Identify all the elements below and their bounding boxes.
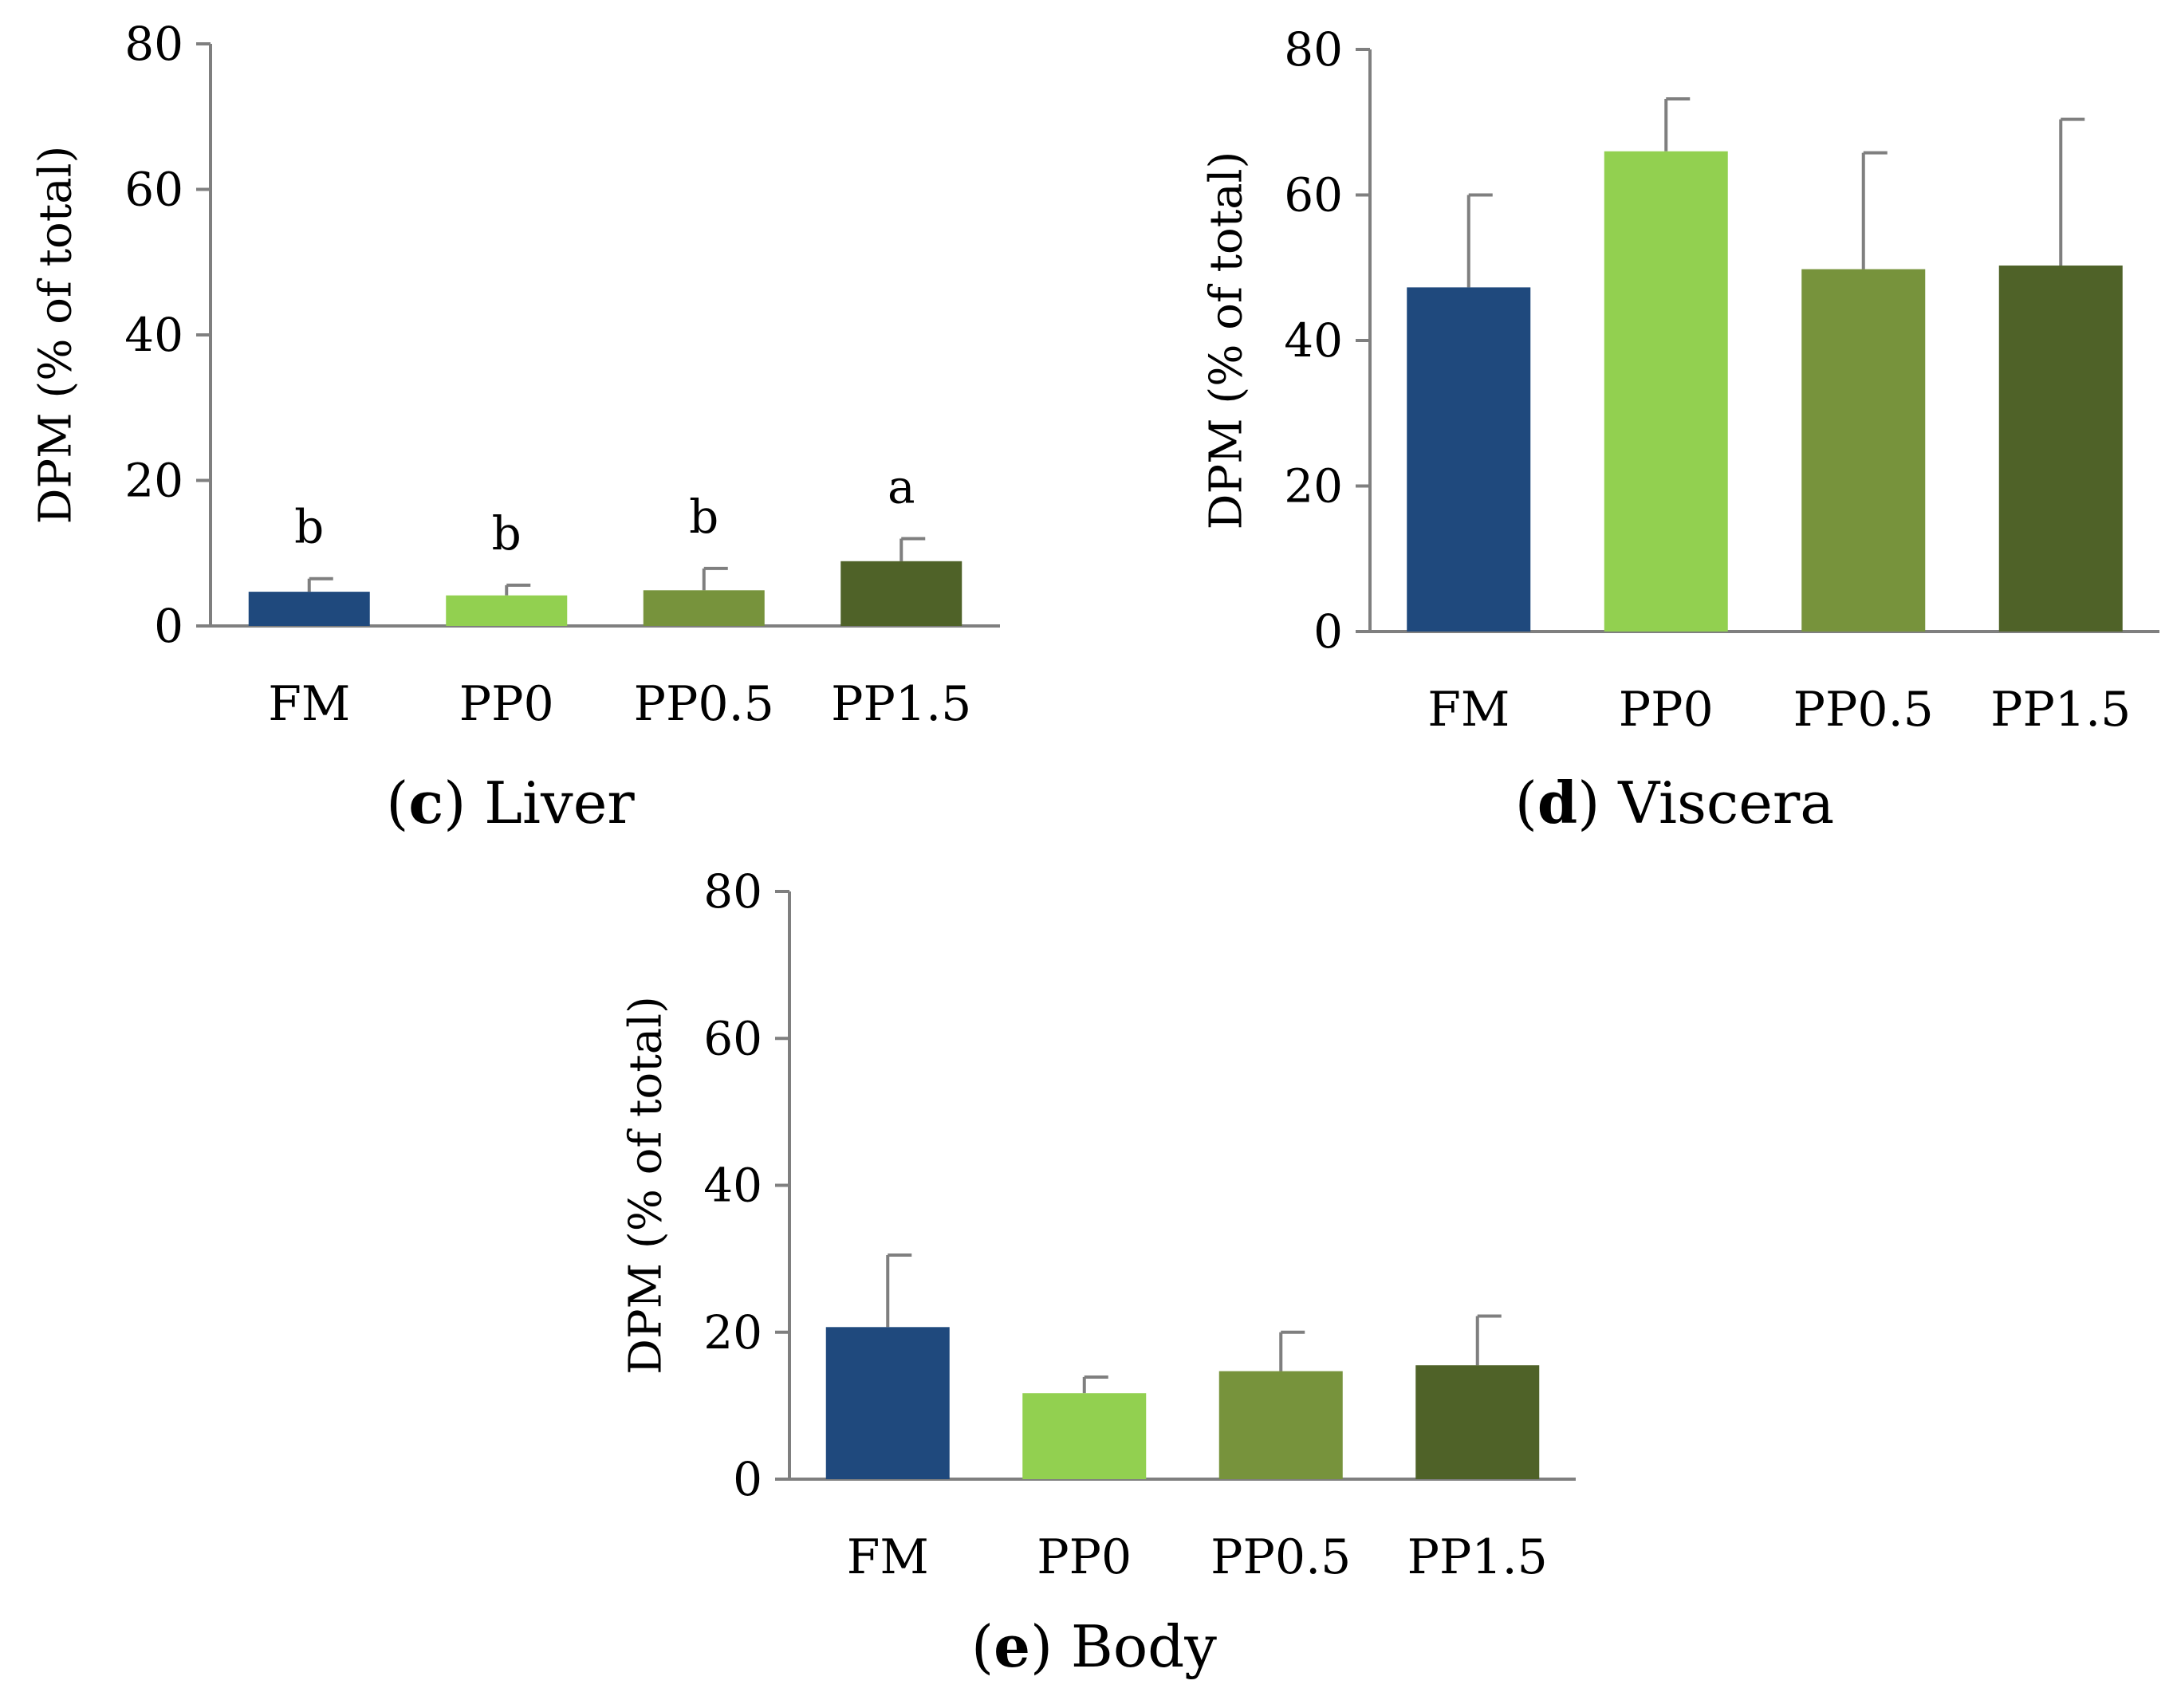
caption-open-paren: ( xyxy=(1515,769,1537,836)
y-tick-label: 0 xyxy=(1313,604,1343,659)
y-tick-label: 40 xyxy=(124,308,183,362)
bar-FM xyxy=(248,592,370,626)
category-label: PP0 xyxy=(459,676,554,732)
category-label: PP0 xyxy=(1037,1529,1132,1585)
bar-PP1.5 xyxy=(1998,266,2123,632)
bar-PP0.5 xyxy=(1218,1371,1343,1479)
panel-caption: (e) Body xyxy=(971,1612,1217,1680)
bar-PP0.5 xyxy=(1801,269,1926,632)
caption-open-paren: ( xyxy=(971,1613,994,1680)
y-tick-label: 40 xyxy=(703,1159,762,1213)
significance-letter: a xyxy=(888,460,915,514)
y-tick-label: 60 xyxy=(124,163,183,217)
bar-FM xyxy=(1407,287,1531,632)
y-tick-label: 20 xyxy=(124,454,183,508)
category-label: PP0.5 xyxy=(1793,682,1934,738)
caption-close-paren: ) xyxy=(1577,769,1600,836)
caption-letter: e xyxy=(994,1612,1030,1680)
bar-PP0.5 xyxy=(643,590,765,626)
y-tick-label: 80 xyxy=(1284,22,1343,77)
category-label: PP0.5 xyxy=(1211,1529,1351,1585)
significance-letter: b xyxy=(294,500,324,554)
caption-close-paren: ) xyxy=(1030,1613,1053,1680)
y-tick-label: 80 xyxy=(124,17,183,71)
category-label: PP0 xyxy=(1619,682,1714,738)
category-label: PP0.5 xyxy=(634,676,774,732)
caption-open-paren: ( xyxy=(386,769,408,836)
chart-panel-body: 0 20 40 60 80 DPM (% of total) FM PP0 PP0.5 PP1.5… xyxy=(620,864,1576,1680)
category-label: FM xyxy=(1427,682,1510,738)
y-axis-title: DPM (% of total) xyxy=(1201,152,1253,530)
y-tick-label: 0 xyxy=(154,599,183,653)
significance-letter: b xyxy=(492,506,522,561)
caption-text: Liver xyxy=(466,769,635,836)
caption-close-paren: ) xyxy=(443,769,466,836)
panel-caption: (c) Liver xyxy=(386,769,635,836)
category-label: PP1.5 xyxy=(1407,1529,1548,1585)
y-tick-label: 60 xyxy=(1284,168,1343,222)
panel-caption: (d) Viscera xyxy=(1515,769,1834,836)
bar-PP0 xyxy=(446,595,568,626)
caption-letter: d xyxy=(1537,769,1577,836)
bar-FM xyxy=(825,1327,950,1479)
caption-text: Body xyxy=(1053,1613,1217,1680)
y-tick-label: 40 xyxy=(1284,313,1343,368)
y-tick-label: 80 xyxy=(703,864,762,919)
y-tick-label: 0 xyxy=(733,1452,762,1506)
bar-PP0 xyxy=(1022,1393,1147,1479)
bar-PP1.5 xyxy=(1415,1365,1540,1479)
caption-letter: c xyxy=(408,769,443,836)
significance-letter: b xyxy=(689,490,718,544)
y-axis-title: DPM (% of total) xyxy=(30,146,82,525)
category-label: PP1.5 xyxy=(1990,682,2131,738)
caption-text: Viscera xyxy=(1600,769,1834,836)
category-label: FM xyxy=(268,676,350,732)
y-tick-label: 20 xyxy=(703,1305,762,1360)
y-tick-label: 60 xyxy=(703,1011,762,1065)
category-label: PP1.5 xyxy=(831,676,971,732)
y-tick-label: 20 xyxy=(1284,459,1343,514)
y-axis-title: DPM (% of total) xyxy=(620,996,672,1375)
bar-PP1.5 xyxy=(840,561,962,626)
chart-panel-liver: 0 20 40 60 80 DPM (% of total) FM b PP0 b PP0.5 b PP… xyxy=(30,17,1000,836)
bar-PP0 xyxy=(1604,151,1728,632)
chart-panel-viscera: 0 20 40 60 80 DPM (% of total) FM PP0 PP0.5 PP1.5… xyxy=(1201,22,2159,836)
category-label: FM xyxy=(847,1529,929,1585)
